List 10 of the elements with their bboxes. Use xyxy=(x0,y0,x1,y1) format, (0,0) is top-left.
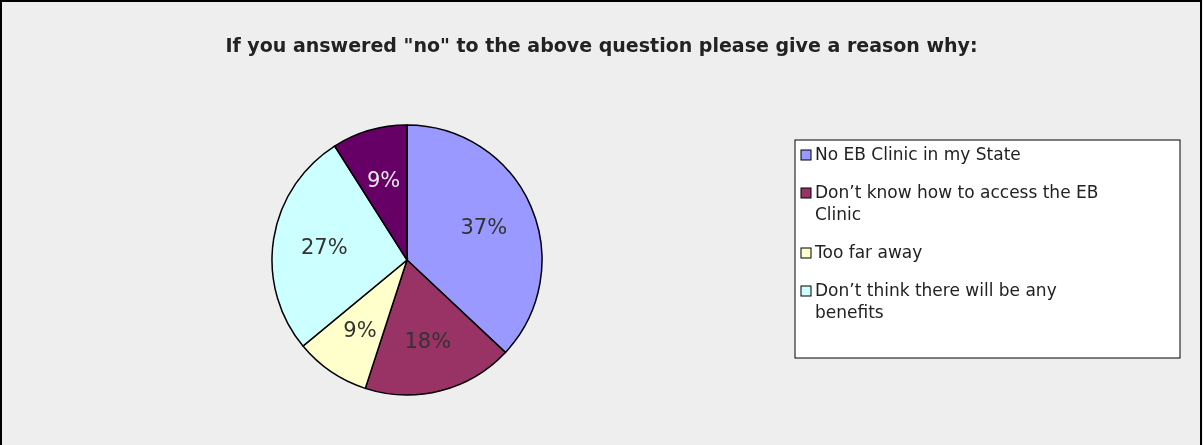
legend-label: No EB Clinic in my State xyxy=(815,144,1021,164)
data-label: 9% xyxy=(343,317,377,342)
chart-title: If you answered "no" to the above question please give a reason why: xyxy=(225,34,978,56)
data-label: 37% xyxy=(460,215,508,240)
data-label: 18% xyxy=(404,329,452,354)
data-label: 27% xyxy=(300,235,348,260)
legend-label: Don’t think there will be any benefits xyxy=(815,280,1057,322)
legend-label: Don’t know how to access the EB Clinic xyxy=(815,182,1099,224)
legend-label: Too far away xyxy=(814,242,923,262)
data-label: 9% xyxy=(366,167,401,192)
